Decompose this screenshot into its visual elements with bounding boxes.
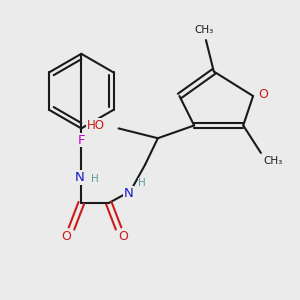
Text: O: O	[61, 230, 71, 243]
Text: HO: HO	[87, 119, 105, 132]
Text: O: O	[258, 88, 268, 100]
Text: N: N	[74, 171, 84, 184]
Text: N: N	[124, 187, 133, 200]
Text: H: H	[138, 178, 146, 188]
Text: F: F	[77, 134, 85, 147]
Text: CH₃: CH₃	[263, 156, 282, 166]
Text: CH₃: CH₃	[194, 25, 214, 35]
Text: H: H	[91, 174, 99, 184]
Text: O: O	[118, 230, 128, 243]
